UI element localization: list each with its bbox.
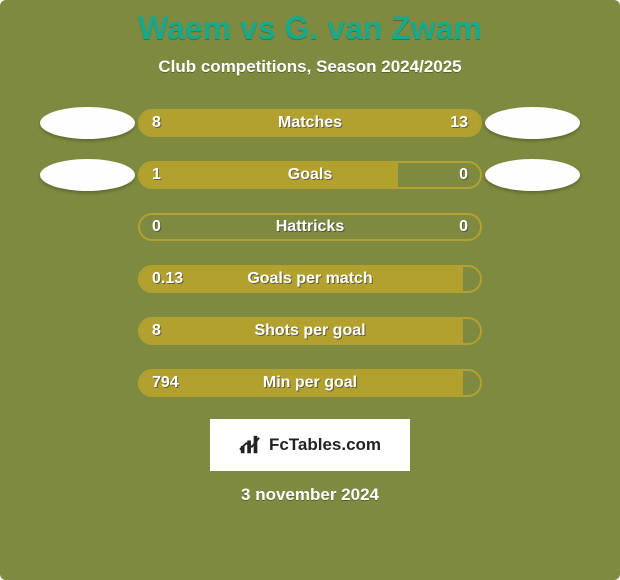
- stat-bar: 794Min per goal: [138, 369, 482, 397]
- bar-chart-icon: [239, 434, 261, 456]
- stat-label: Hattricks: [140, 215, 480, 239]
- snapshot-date: 3 november 2024: [0, 485, 620, 505]
- branding-badge: FcTables.com: [210, 419, 410, 471]
- stat-bar: 8Shots per goal: [138, 317, 482, 345]
- comparison-card: Waem vs G. van Zwam Club competitions, S…: [0, 0, 620, 580]
- stats-grid: 8Matches131Goals00Hattricks00.13Goals pe…: [40, 107, 580, 399]
- stat-label: Matches: [140, 111, 480, 135]
- branding-text: FcTables.com: [269, 435, 381, 455]
- stat-value-right: 13: [450, 111, 468, 135]
- stat-value-right: 0: [459, 215, 468, 239]
- stat-bar: 1Goals0: [138, 161, 482, 189]
- team-logo-right: [485, 159, 580, 191]
- stat-value-right: 0: [459, 163, 468, 187]
- subtitle: Club competitions, Season 2024/2025: [0, 57, 620, 77]
- stat-label: Shots per goal: [140, 319, 480, 343]
- stat-label: Min per goal: [140, 371, 480, 395]
- stat-bar: 8Matches13: [138, 109, 482, 137]
- stat-label: Goals: [140, 163, 480, 187]
- stat-label: Goals per match: [140, 267, 480, 291]
- page-title: Waem vs G. van Zwam: [0, 0, 620, 47]
- team-logo-right: [485, 107, 580, 139]
- stat-bar: 0Hattricks0: [138, 213, 482, 241]
- team-logo-left: [40, 107, 135, 139]
- stat-bar: 0.13Goals per match: [138, 265, 482, 293]
- team-logo-left: [40, 159, 135, 191]
